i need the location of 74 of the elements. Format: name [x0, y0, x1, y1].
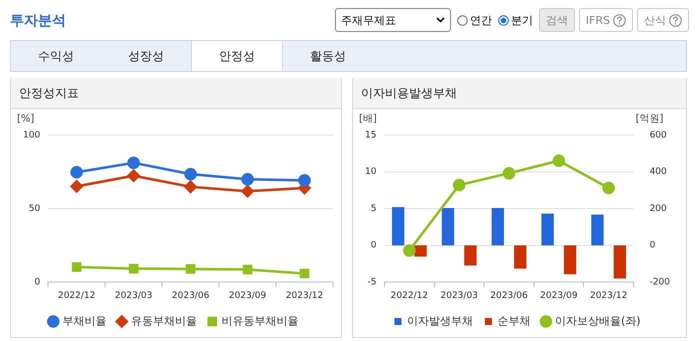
bar	[514, 245, 526, 269]
legend-label: 이자발생부채	[406, 314, 473, 328]
point	[186, 264, 196, 274]
point	[552, 154, 566, 168]
y-tick-label: 5	[370, 204, 376, 214]
text: 수익성	[37, 48, 75, 65]
y2-axis-title: [억원]	[636, 114, 664, 125]
point	[403, 244, 416, 257]
point	[127, 170, 140, 182]
bar	[591, 214, 604, 246]
text: 투자분석	[10, 12, 66, 30]
point	[241, 173, 254, 186]
point	[70, 166, 83, 178]
x-tick-label: 2022/12	[58, 290, 96, 301]
x-tick-label: 2023/09	[540, 290, 578, 301]
point	[70, 180, 83, 193]
bar	[614, 245, 626, 279]
point	[298, 174, 311, 187]
x-tick-label: 2023/12	[590, 290, 628, 301]
bar	[392, 207, 404, 246]
bar	[541, 214, 554, 246]
y-axis-title: [%]	[17, 114, 34, 125]
bar	[464, 245, 477, 266]
y-tick-label: -5	[367, 278, 376, 288]
x-tick-label: 2023/06	[172, 290, 210, 301]
y-tick-label: 0	[34, 278, 40, 288]
point	[184, 168, 197, 180]
text: 검색	[538, 8, 575, 32]
bar	[564, 245, 576, 274]
y2-tick-label: 600	[650, 130, 668, 140]
bar	[414, 245, 427, 257]
legend-label: 부채비율	[62, 314, 106, 328]
text: 주재무제표	[340, 12, 396, 28]
y-tick-label: 10	[365, 167, 377, 178]
chart-title: 안정성지표	[11, 78, 341, 109]
x-tick-label: 2022/12	[390, 290, 428, 301]
text: IFRS	[586, 14, 610, 26]
point	[241, 184, 254, 198]
x-tick-label: 2023/06	[490, 290, 528, 301]
x-tick-label: 2023/03	[114, 290, 152, 301]
point	[242, 264, 252, 274]
point	[184, 180, 197, 194]
text: 성장성	[127, 48, 165, 65]
chart-title: 이자비용발생부채	[353, 78, 686, 109]
legend-label: 이자보상배율(좌)	[554, 314, 641, 328]
legend-label: 순부채	[497, 314, 530, 328]
y2-tick-label: -200	[650, 278, 670, 288]
y2-tick-label: 400	[650, 167, 668, 178]
y-axis-title: [배]	[359, 114, 377, 125]
text: 분기	[510, 12, 533, 28]
y-tick-label: 15	[365, 130, 376, 140]
x-tick-label: 2023/09	[228, 290, 267, 301]
point	[300, 268, 310, 278]
y-tick-label: 0	[370, 240, 377, 251]
point	[128, 264, 138, 274]
y2-tick-label: 0	[650, 240, 656, 251]
y2-tick-label: 200	[650, 204, 668, 214]
text: 산식	[644, 12, 666, 28]
text: 안정성	[191, 41, 283, 71]
legend-label: 비유동부채비율	[221, 314, 298, 328]
y-tick-label: 50	[28, 204, 40, 214]
point	[502, 167, 516, 180]
y-tick-label: 100	[22, 130, 40, 140]
bar	[492, 208, 504, 246]
x-tick-label: 2023/03	[440, 290, 478, 301]
text: 연간	[470, 12, 492, 28]
legend-label: 유동부채비율	[130, 314, 197, 328]
point	[602, 182, 615, 194]
point	[452, 178, 466, 192]
point	[72, 262, 82, 272]
text: 활동성	[309, 48, 347, 65]
x-tick-label: 2023/12	[286, 290, 324, 301]
point	[127, 156, 140, 170]
bar	[442, 208, 454, 246]
